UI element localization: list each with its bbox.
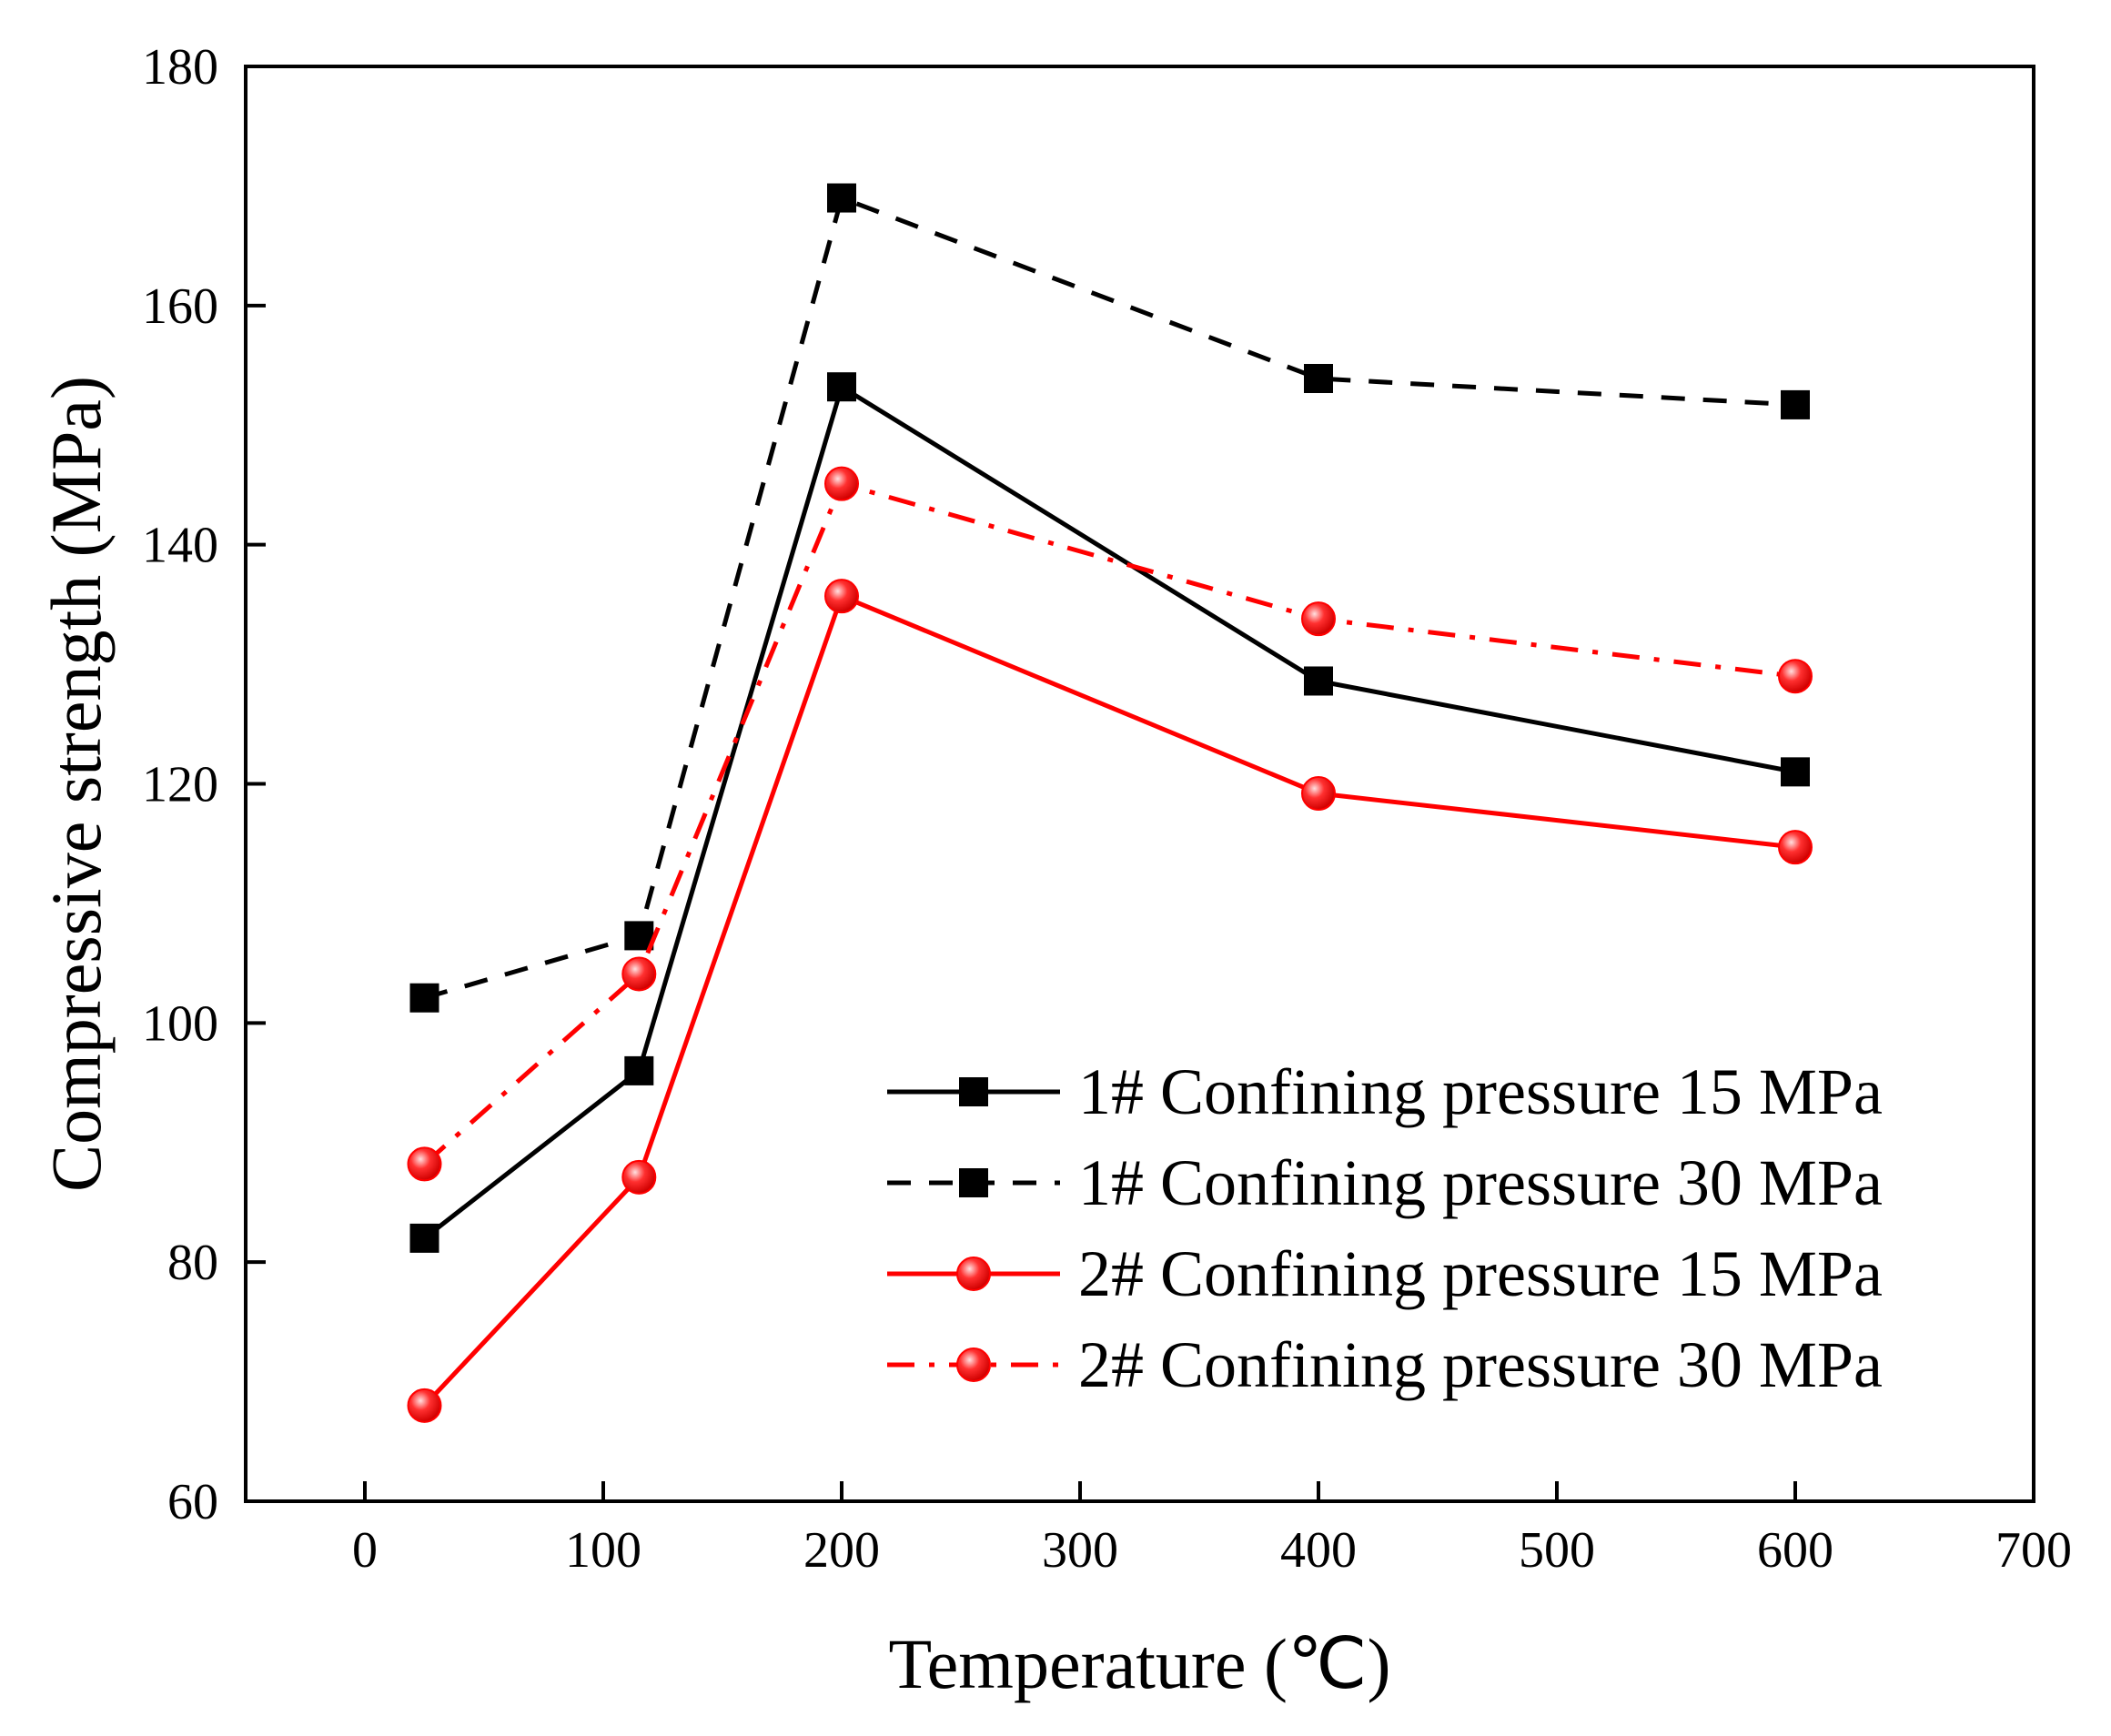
y-tick-label-0: 60 xyxy=(167,1474,218,1530)
data-point-1-2 xyxy=(624,1055,654,1085)
legend-label-1: 1# Confining pressure 15 MPa xyxy=(1078,1055,1883,1128)
y-tick-label-1: 80 xyxy=(167,1235,218,1291)
legend-marker-3 xyxy=(956,1257,991,1291)
data-point-3-4 xyxy=(1301,776,1336,812)
legend: 1# Confining pressure 15 MPa 1# Confining… xyxy=(887,1055,1883,1401)
y-tick-label-4: 140 xyxy=(142,518,218,574)
x-tick-label-4: 400 xyxy=(1280,1522,1357,1579)
data-point-4-1 xyxy=(407,1146,442,1182)
x-tick-label-1: 100 xyxy=(565,1522,641,1579)
legend-label-2: 1# Confining pressure 30 MPa xyxy=(1078,1146,1883,1219)
y-axis-title: Compressive strength (MPa) xyxy=(36,376,116,1192)
legend-marker-4 xyxy=(956,1347,991,1382)
plot-frame xyxy=(244,65,2035,1503)
y-tick-label-5: 160 xyxy=(142,278,218,335)
x-tick-label-7: 700 xyxy=(1995,1522,2072,1579)
data-point-3-2 xyxy=(621,1159,657,1195)
y-tick-label-3: 120 xyxy=(142,757,218,813)
data-point-2-4 xyxy=(1304,363,1333,393)
series-3 xyxy=(407,579,1813,1423)
data-point-1-4 xyxy=(1304,666,1333,696)
series-4 xyxy=(407,466,1813,1182)
x-axis-title: Temperature (℃) xyxy=(888,1624,1390,1703)
data-point-4-5 xyxy=(1778,659,1813,694)
x-tick-label-5: 500 xyxy=(1519,1522,1595,1579)
data-point-3-5 xyxy=(1778,830,1813,865)
legend-marker-2 xyxy=(959,1168,988,1197)
data-point-4-4 xyxy=(1301,601,1336,637)
data-point-4-3 xyxy=(824,466,859,501)
data-point-1-1 xyxy=(409,1223,439,1253)
data-point-1-3 xyxy=(827,372,856,402)
data-point-3-3 xyxy=(824,579,859,614)
x-tick-label-6: 600 xyxy=(1757,1522,1833,1579)
series-line-2 xyxy=(423,196,1796,1001)
data-point-2-1 xyxy=(409,983,439,1013)
series-1 xyxy=(409,372,1810,1253)
x-tick-label-2: 200 xyxy=(803,1522,880,1579)
data-point-4-2 xyxy=(621,956,657,992)
x-tick-label-0: 0 xyxy=(352,1522,378,1579)
legend-marker-1 xyxy=(959,1077,988,1106)
data-point-2-3 xyxy=(827,183,856,213)
y-tick-label-2: 100 xyxy=(142,995,218,1052)
data-point-1-5 xyxy=(1781,757,1810,787)
series-2 xyxy=(409,183,1810,1013)
legend-label-4: 2# Confining pressure 30 MPa xyxy=(1078,1328,1883,1401)
x-tick-label-3: 300 xyxy=(1042,1522,1118,1579)
data-point-3-1 xyxy=(407,1388,442,1423)
legend-label-3: 2# Confining pressure 15 MPa xyxy=(1078,1237,1883,1310)
y-tick-label-6: 180 xyxy=(142,39,218,96)
data-point-2-5 xyxy=(1781,389,1810,419)
